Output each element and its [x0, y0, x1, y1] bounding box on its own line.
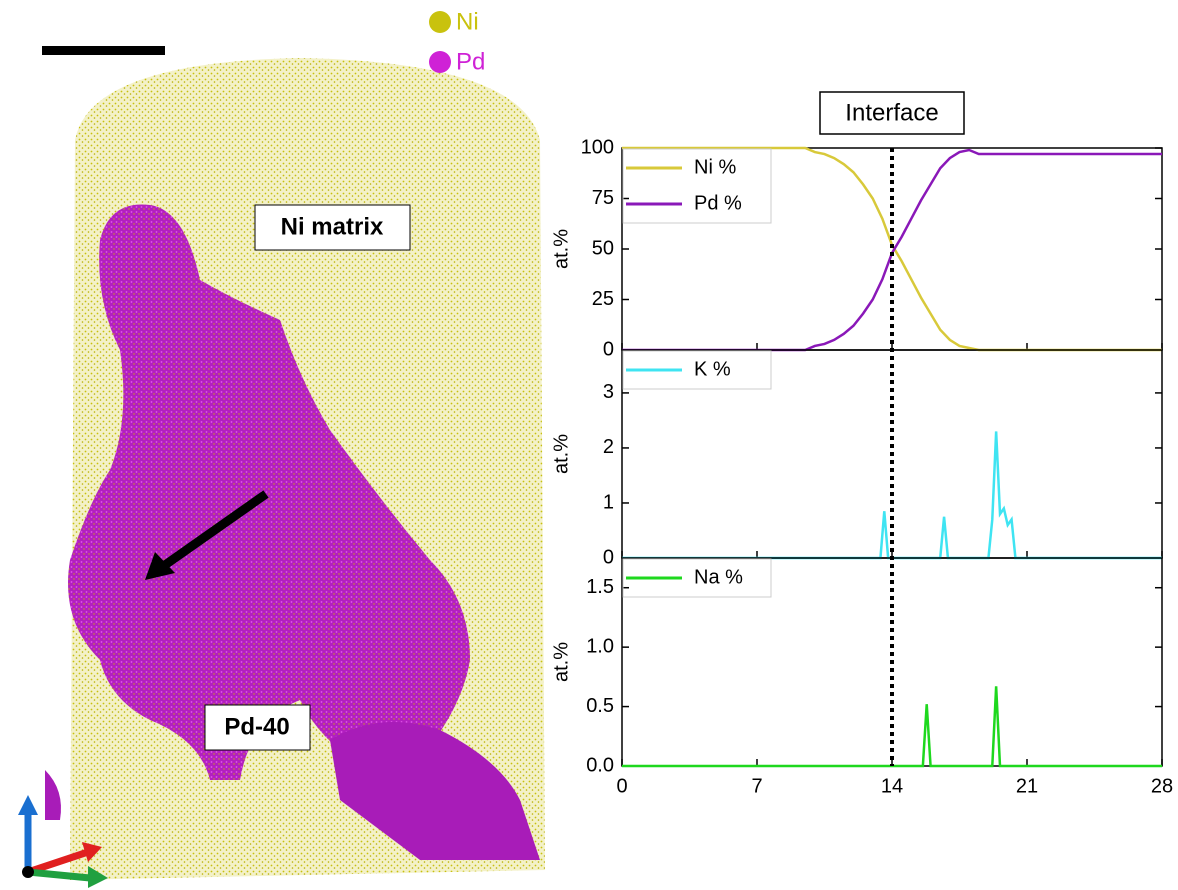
label-box [204, 704, 311, 751]
y-axis-label: at.% [550, 642, 572, 682]
arrow [162, 490, 269, 569]
scale-bar [42, 46, 165, 55]
y-tick-label: 100 [581, 136, 614, 158]
region-label: Pd-40 [224, 713, 289, 740]
legend-box [622, 350, 772, 390]
axis-triad [88, 866, 108, 888]
legend-label: Pd [456, 48, 485, 75]
legend-box [622, 558, 772, 598]
legend-label: Pd % [694, 192, 742, 214]
y-tick-label: 75 [592, 187, 614, 209]
legend-label: Ni [456, 8, 479, 35]
y-tick-label: 1.0 [586, 635, 614, 657]
y-tick-label: 0.5 [586, 695, 614, 717]
x-tick-label: 0 [616, 775, 627, 797]
axis-triad [26, 848, 90, 876]
y-tick-label: 0 [603, 546, 614, 568]
x-tick-label: 21 [1016, 775, 1038, 797]
y-axis-label: at.% [550, 229, 572, 269]
legend-label: K % [694, 358, 731, 380]
y-tick-label: 0 [603, 338, 614, 360]
axis-triad [18, 795, 38, 815]
arrow-head [145, 552, 175, 580]
y-tick-label: 0.0 [586, 754, 614, 776]
legend-dot [429, 11, 451, 33]
y-tick-label: 50 [592, 237, 614, 259]
y-tick-label: 25 [592, 288, 614, 310]
y-tick-label: 1 [603, 491, 614, 513]
legend-label: Ni % [694, 156, 736, 178]
y-tick-label: 1.5 [586, 576, 614, 598]
y-axis-label: at.% [550, 434, 572, 474]
y-tick-label: 3 [603, 381, 614, 403]
axis-triad [82, 842, 102, 862]
pd-isosurface [68, 204, 470, 780]
label-box [254, 204, 411, 251]
legend-box [622, 148, 772, 224]
chart-title: Interface [845, 99, 938, 126]
legend-label: Na % [694, 566, 743, 588]
x-tick-label: 7 [751, 775, 762, 797]
region-label: Ni matrix [281, 213, 384, 240]
x-tick-label: 14 [881, 775, 903, 797]
apt-reconstruction: Ni matrix Pd-40 [18, 46, 545, 888]
y-tick-label: 2 [603, 436, 614, 458]
axis-triad [22, 866, 34, 878]
axis-triad [27, 868, 91, 882]
pd-isosurface [330, 722, 540, 860]
legend-dot [429, 51, 451, 73]
series-line [622, 686, 1162, 768]
title-box [819, 91, 965, 135]
x-tick-label: 28 [1151, 775, 1173, 797]
pd-isosurface [45, 770, 61, 820]
